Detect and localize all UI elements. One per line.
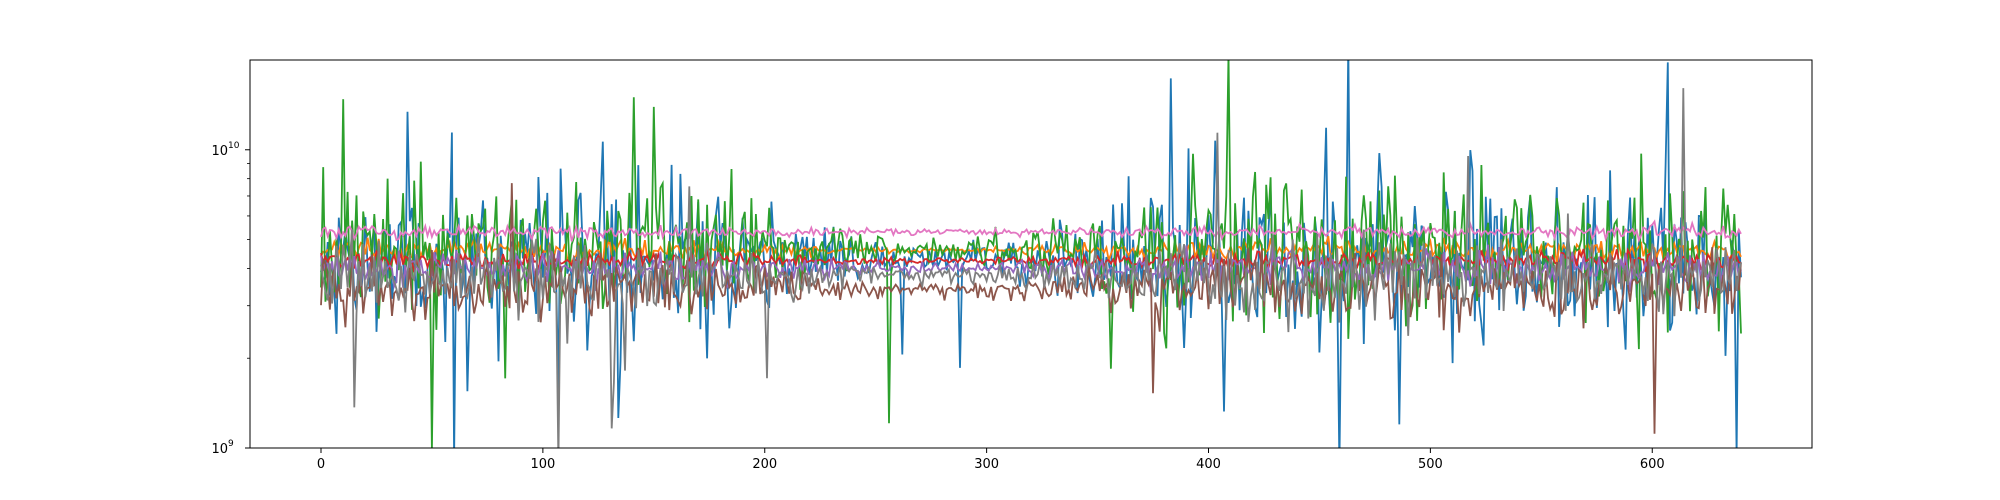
x-tick-label: 0 <box>317 457 325 472</box>
x-tick-label: 400 <box>1196 457 1221 472</box>
plot-frame <box>249 59 1813 449</box>
series-line-6 <box>320 183 1742 434</box>
series-line-8 <box>320 88 1742 448</box>
x-tick-label: 100 <box>530 457 555 472</box>
x-tick-label: 300 <box>974 457 999 472</box>
series-layer <box>320 60 1742 448</box>
series-line-5 <box>320 244 1742 293</box>
x-tick-label: 600 <box>1640 457 1665 472</box>
y-tick-label: 10 <box>211 144 228 159</box>
series-line-2 <box>320 235 1742 267</box>
y-tick-exponent: 9 <box>228 439 234 449</box>
x-tick-label: 200 <box>752 457 777 472</box>
series-line-7 <box>320 219 1742 244</box>
y-tick-label: 10 <box>211 442 228 457</box>
y-tick-exponent: 10 <box>228 141 240 151</box>
x-tick-label: 500 <box>1418 457 1443 472</box>
